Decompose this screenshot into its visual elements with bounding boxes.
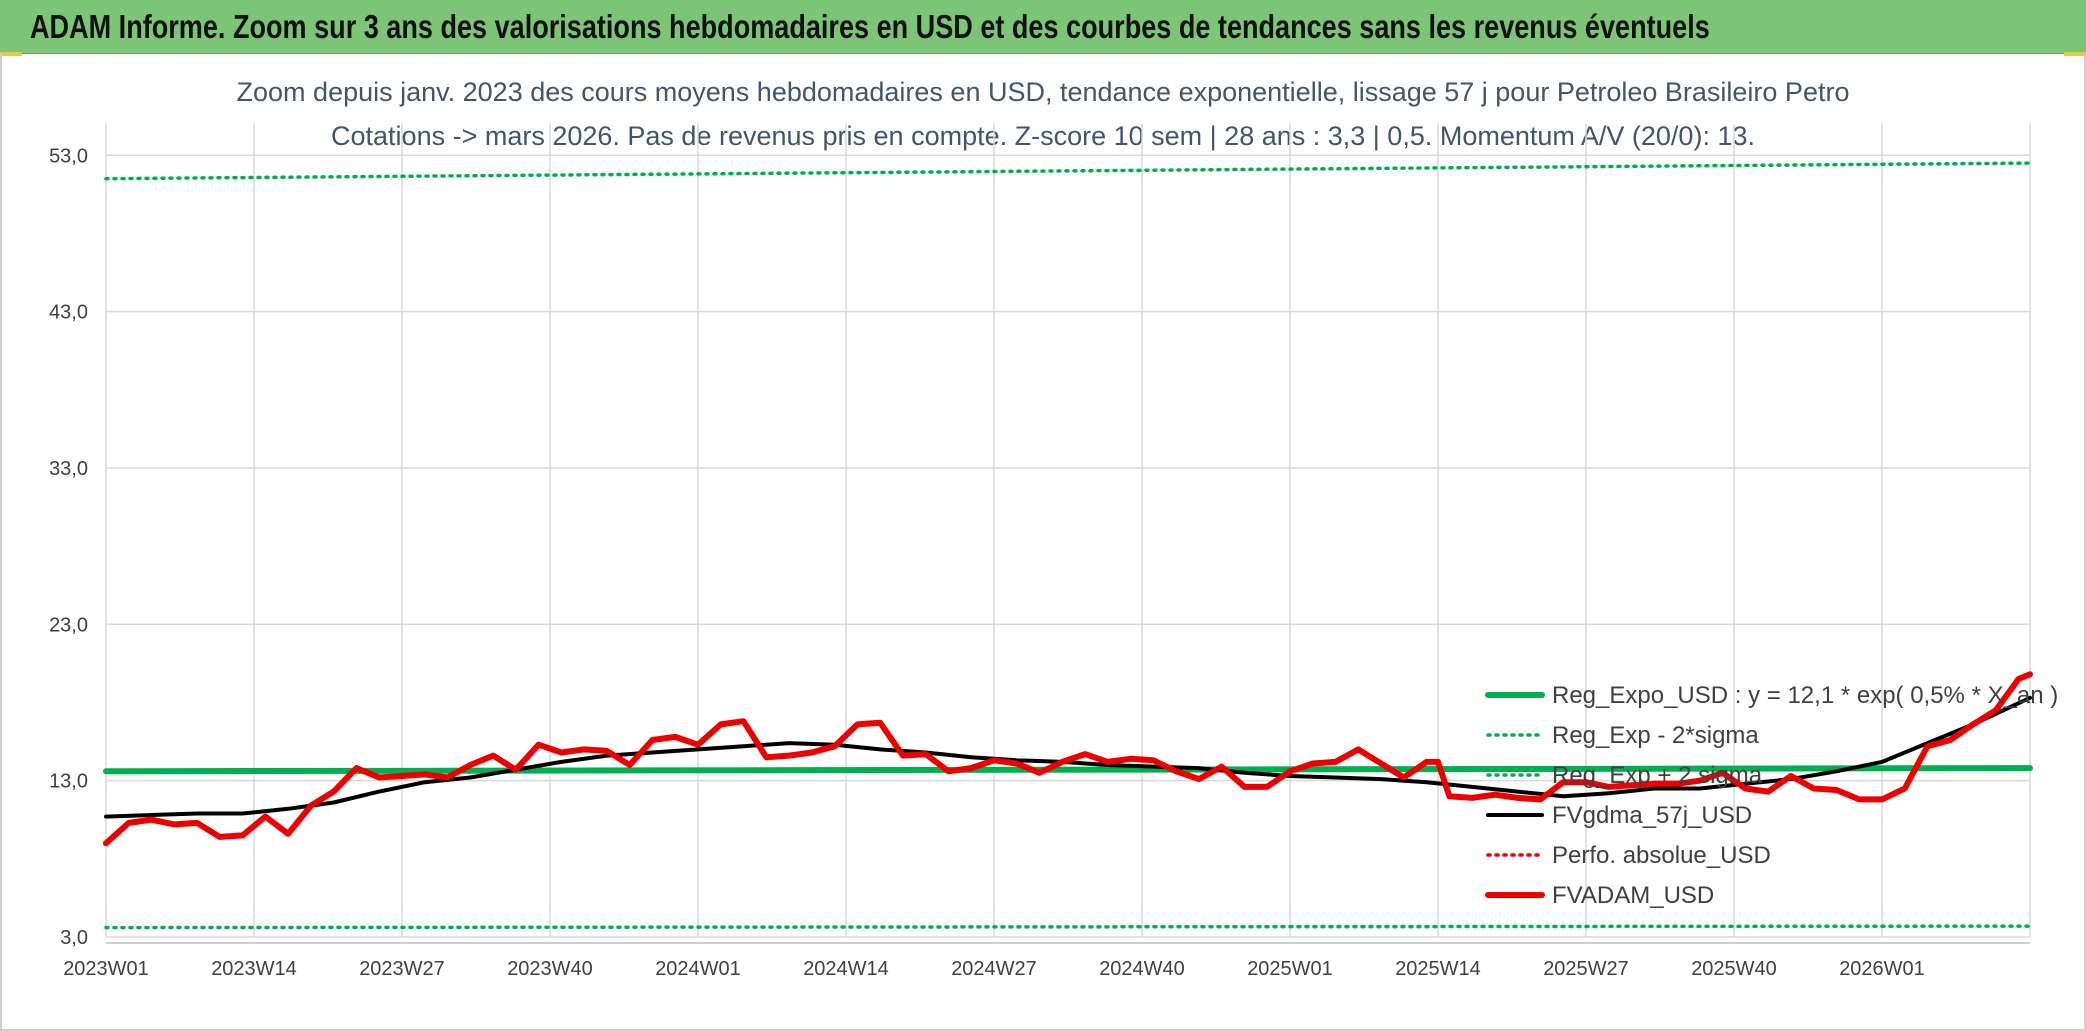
legend: Reg_Expo_USD : y = 12,1 * exp( 0,5% * X_… (1485, 682, 2058, 909)
legend-label-reg-exp-2-sigma: Reg_Exp - 2*sigma (1552, 722, 1759, 749)
banner-corner-accent (0, 52, 22, 56)
series-group (103, 161, 2033, 930)
x-tick-label: 2024W27 (951, 958, 1037, 980)
y-tick-label: 13,0 (49, 771, 88, 793)
legend-label-fvgdma-57j-usd: FVgdma_57j_USD (1552, 802, 1752, 829)
series-line-reg-exp-2-sigma (104, 161, 2032, 181)
x-tick-label: 2023W40 (507, 958, 593, 980)
chart-subtitle-line-1: Zoom depuis janv. 2023 des cours moyens … (237, 77, 1850, 107)
y-tick-label: 53,0 (49, 145, 88, 167)
x-tick-label: 2025W14 (1395, 958, 1481, 980)
chart-subtitle-line-2: Cotations -> mars 2026. Pas de revenus p… (331, 121, 1755, 151)
legend-label-reg-exp-2-sigma: Reg_Exp + 2 sigma (1552, 762, 1763, 789)
grid (105, 124, 2031, 938)
x-tick-label: 2026W01 (1839, 958, 1925, 980)
x-tick-label: 2024W01 (655, 958, 741, 980)
x-tick-label: 2023W01 (63, 958, 149, 980)
x-tick-label: 2025W01 (1247, 958, 1333, 980)
x-tick-label: 2025W40 (1691, 958, 1777, 980)
legend-label-perfo-absolue-usd: Perfo. absolue_USD (1552, 842, 1771, 869)
y-tick-label: 43,0 (49, 302, 88, 324)
report-title: ADAM Informe. Zoom sur 3 ans des valoris… (30, 8, 1710, 45)
legend-label-reg-expo-usd-y-12-1-exp-0-5-x-an: Reg_Expo_USD : y = 12,1 * exp( 0,5% * X_… (1552, 682, 2058, 709)
x-tick-label: 2023W27 (359, 958, 445, 980)
series-line-reg-expo-usd-y-12-1-exp-0-5-x-an (103, 765, 2033, 775)
banner-corner-accent (2064, 52, 2086, 56)
series-line-fvadam-usd (103, 671, 2033, 847)
report-banner: ADAM Informe. Zoom sur 3 ans des valoris… (0, 0, 2086, 54)
chart-area: Zoom depuis janv. 2023 des cours moyens … (0, 54, 2086, 1031)
x-tick-label: 2023W14 (211, 958, 297, 980)
x-tick-label: 2025W27 (1543, 958, 1629, 980)
x-tick-label: 2024W14 (803, 958, 889, 980)
line-chart: Zoom depuis janv. 2023 des cours moyens … (49, 77, 2058, 980)
y-tick-label: 3,0 (60, 927, 88, 949)
legend-label-fvadam-usd: FVADAM_USD (1552, 882, 1714, 909)
x-tick-label: 2024W40 (1099, 958, 1185, 980)
y-tick-label: 33,0 (49, 458, 88, 480)
y-tick-label: 23,0 (49, 614, 88, 636)
series-line-reg-exp-2-sigma (104, 924, 2032, 930)
axes: 3,0 13,0 23,0 33,0 43,0 53,0 2023W01 2023W14 202… (49, 145, 2030, 980)
